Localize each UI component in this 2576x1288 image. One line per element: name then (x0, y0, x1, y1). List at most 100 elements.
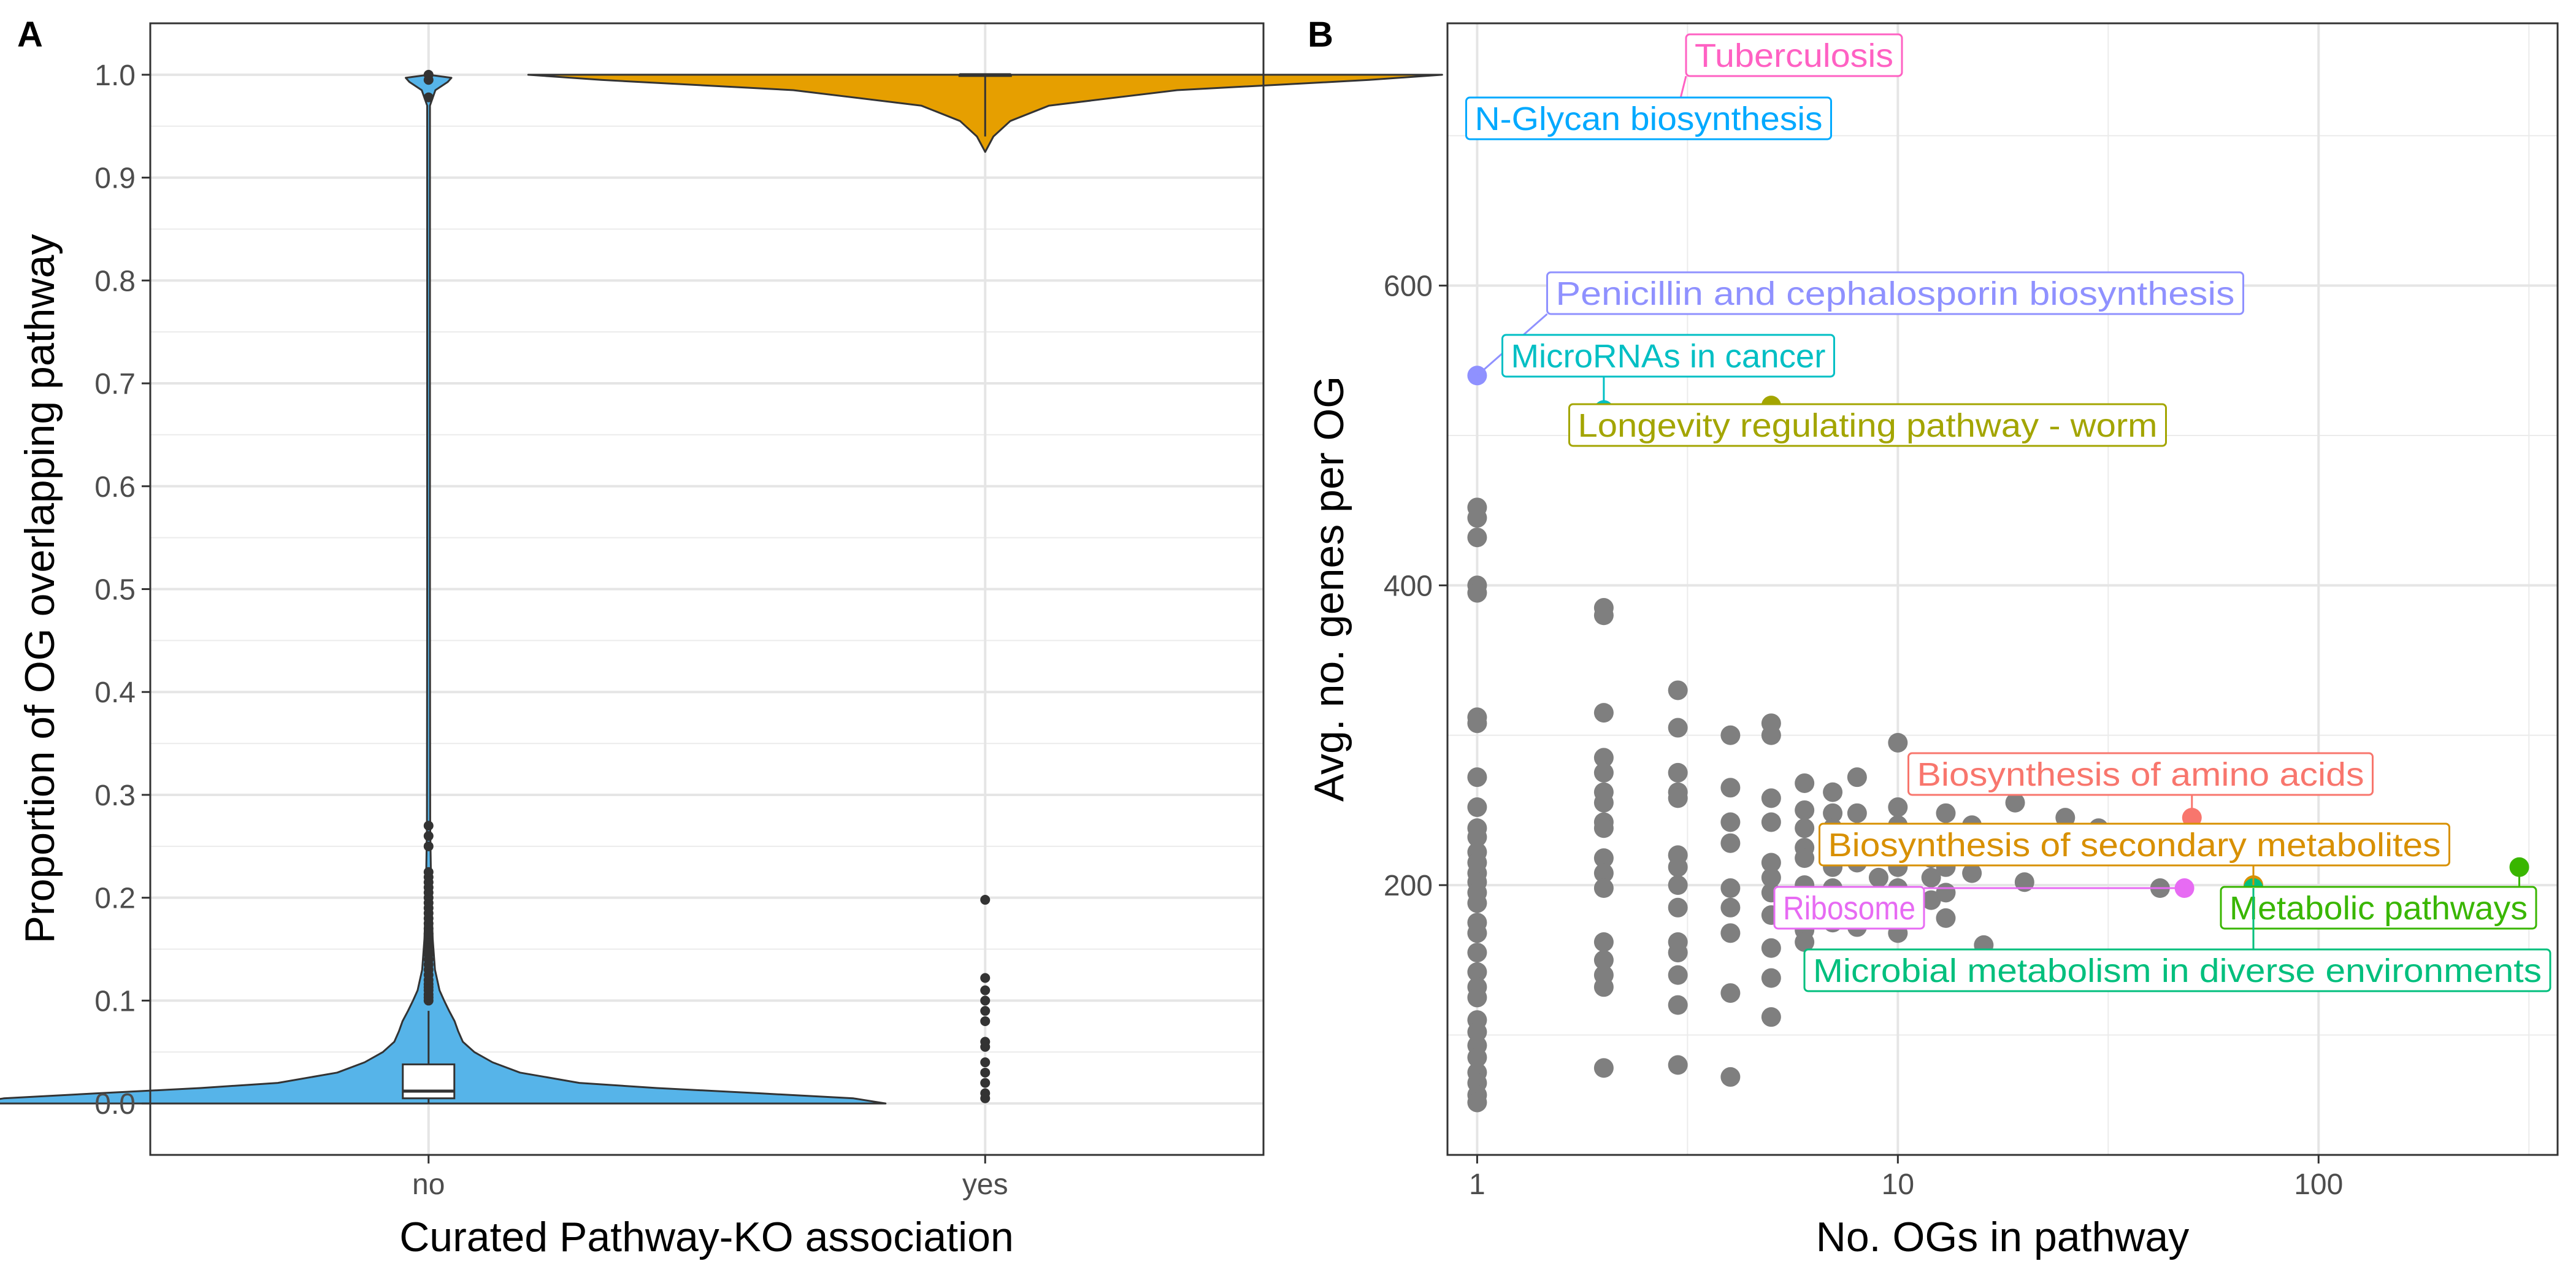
scatter-point (1936, 803, 1956, 823)
point-label-text: Microbial metabolism in diverse environm… (1813, 953, 2542, 989)
scatter-point (1720, 812, 1741, 832)
point-label-box (1501, 334, 1835, 378)
point-label-box (1773, 886, 1925, 930)
panel-a-y-tick-label: 0.8 (94, 265, 136, 297)
panel-a-x-tick-label: no (412, 1168, 445, 1201)
scatter-point (1467, 1048, 1487, 1068)
outlier-point-yes (980, 1016, 991, 1026)
point-label-box (1568, 403, 2167, 447)
scatter-point (1823, 782, 1843, 802)
panel-a-outliers (423, 69, 991, 1103)
panel-a-y-tick-label: 0.4 (94, 677, 136, 709)
scatter-point (1467, 583, 1487, 603)
panel-b-x-tick-label: 100 (2294, 1168, 2343, 1201)
scatter-point (1720, 778, 1741, 798)
panel-a-y-tick-label: 0.5 (94, 574, 136, 607)
scatter-point (1593, 950, 1614, 970)
point-label-box (1819, 822, 2450, 867)
scatter-point (1467, 527, 1487, 548)
scatter-point (1668, 897, 1688, 918)
box-no (402, 1063, 456, 1100)
scatter-point (1720, 983, 1741, 1003)
panel-a-y-tick-label: 0.9 (94, 163, 136, 195)
scatter-point (1467, 923, 1487, 943)
panel-a-x-tick-label: yes (962, 1168, 1008, 1201)
scatter-point (1720, 897, 1741, 918)
panel-b-y-tick-label: 400 (1384, 570, 1433, 602)
outlier-point-yes (980, 1078, 991, 1088)
point-label-text: Biosynthesis of secondary metabolites (1828, 827, 2441, 864)
outlier-point-yes (980, 895, 991, 905)
point-label-text: N-Glycan biosynthesis (1475, 101, 1823, 137)
outlier-point-no (423, 831, 434, 841)
scatter-point (1761, 1007, 1781, 1027)
panel-b-x-tick-label: 1 (1469, 1168, 1485, 1201)
scatter-point (1593, 762, 1614, 783)
panel-a-y-tick-label: 0.0 (94, 1088, 136, 1121)
scatter-point (1467, 713, 1487, 734)
scatter-point (1936, 883, 1956, 903)
panel-a-x-axis: no yes (412, 1155, 1008, 1201)
scatter-point (1761, 938, 1781, 958)
scatter-point (1888, 797, 1908, 818)
panel-b-tag: B (1308, 15, 1333, 55)
panel-b-y-axis: 200 400 600 (1384, 270, 1447, 902)
outlier-point-yes (980, 1037, 991, 1047)
panel-a-x-axis-title: Curated Pathway-KO association (399, 1214, 1014, 1260)
scatter-point (1668, 718, 1688, 738)
outlier-point-yes (980, 985, 991, 995)
panel-a-y-tick-label: 0.7 (94, 368, 136, 401)
scatter-point (1467, 943, 1487, 963)
scatter-point (1847, 767, 1867, 788)
scatter-point (1467, 987, 1487, 1008)
scatter-point (1668, 857, 1688, 877)
outlier-point-no (423, 821, 434, 831)
point-label-text: Tuberculosis (1695, 37, 1893, 74)
scatter-point (1921, 890, 1941, 910)
outlier-point-no (423, 92, 434, 102)
scatter-point (1467, 797, 1487, 818)
panel-b-scatter-chart: B Tuberculosis N-Glycan biosynthesis Penic… (1306, 15, 2559, 1260)
scatter-point (1593, 748, 1614, 768)
panel-a-boxplots (402, 73, 1012, 1104)
panel-b-y-axis-title: Avg. no. genes per OG (1306, 376, 1352, 802)
scatter-point (1593, 932, 1614, 952)
scatter-point (1720, 1067, 1741, 1087)
scatter-point (1668, 875, 1688, 895)
scatter-point (1593, 863, 1614, 883)
scatter-point (1593, 605, 1614, 626)
scatter-point (1668, 965, 1688, 985)
scatter-point (1720, 878, 1741, 899)
scatter-point (1467, 1022, 1487, 1042)
scatter-point (1761, 968, 1781, 988)
scatter-point (1467, 827, 1487, 847)
point-label-box (1907, 752, 2374, 796)
scatter-point (1668, 1055, 1688, 1075)
panel-a-y-tick-label: 0.2 (94, 883, 136, 915)
scatter-point (1761, 812, 1781, 832)
outlier-point-no (423, 867, 434, 877)
scatter-point (1962, 863, 1982, 883)
outlier-point-yes (980, 1088, 991, 1098)
scatter-point (1720, 833, 1741, 853)
point-label-text: Longevity regulating pathway - worm (1578, 407, 2158, 444)
scatter-point (1795, 932, 1815, 952)
panel-a-y-tick-label: 1.0 (94, 59, 136, 92)
panel-a-y-tick-label: 0.6 (94, 471, 136, 504)
scatter-point (1467, 508, 1487, 528)
scatter-point (1593, 977, 1614, 997)
panel-a-violin-chart: A 0.0 0.1 0.2 0.3 0.4 0.5 0.6 0.7 0.8 0.9 1.0 no ye… (0, 15, 1443, 1260)
scatter-point (1668, 943, 1688, 963)
scatter-point (1847, 803, 1867, 823)
scatter-point (1823, 803, 1843, 823)
outlier-point-no (423, 69, 434, 80)
scatter-point (1467, 767, 1487, 788)
scatter-point (1668, 995, 1688, 1015)
scatter-point (1467, 893, 1487, 913)
scatter-point (1720, 923, 1741, 943)
scatter-point (1761, 725, 1781, 745)
scatter-point (1593, 818, 1614, 838)
panel-b-x-tick-label: 10 (1882, 1168, 1914, 1201)
panel-a-y-tick-label: 0.1 (94, 985, 136, 1018)
panel-a-y-axis: 0.0 0.1 0.2 0.3 0.4 0.5 0.6 0.7 0.8 0.9 1.0 (94, 59, 150, 1121)
